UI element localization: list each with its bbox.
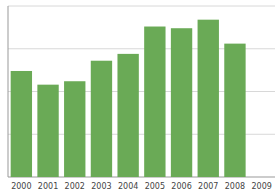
x-tick-label: 2001 xyxy=(38,182,58,191)
x-tick-label: 2000 xyxy=(11,182,31,191)
x-tick-label: 2003 xyxy=(91,182,111,191)
bar xyxy=(251,177,272,178)
x-tick-label: 2004 xyxy=(118,182,138,191)
x-tick-label: 2005 xyxy=(145,182,165,191)
y-axis-line xyxy=(8,6,9,177)
x-tick-label: 2006 xyxy=(171,182,191,191)
bar xyxy=(224,44,245,177)
x-tick-label: 2007 xyxy=(198,182,218,191)
bar xyxy=(144,27,165,177)
x-tick-label: 2009 xyxy=(251,182,271,191)
bar xyxy=(11,71,32,177)
bar xyxy=(37,85,58,177)
grid-line xyxy=(8,6,275,7)
chart-container: 2000 2001 2002 2003 2004 2005 2006 2007 2008 2009 xyxy=(0,0,280,195)
bar xyxy=(198,20,219,177)
bar xyxy=(117,54,138,177)
x-tick-label: 2008 xyxy=(225,182,245,191)
bar xyxy=(171,28,192,177)
bar xyxy=(64,81,85,177)
bar xyxy=(91,61,112,177)
x-tick-labels: 2000 2001 2002 2003 2004 2005 2006 2007 2008 2009 xyxy=(11,182,272,191)
chart-svg: 2000 2001 2002 2003 2004 2005 2006 2007 2008 2009 xyxy=(0,0,280,195)
x-tick-label: 2002 xyxy=(65,182,85,191)
bars xyxy=(11,20,246,177)
